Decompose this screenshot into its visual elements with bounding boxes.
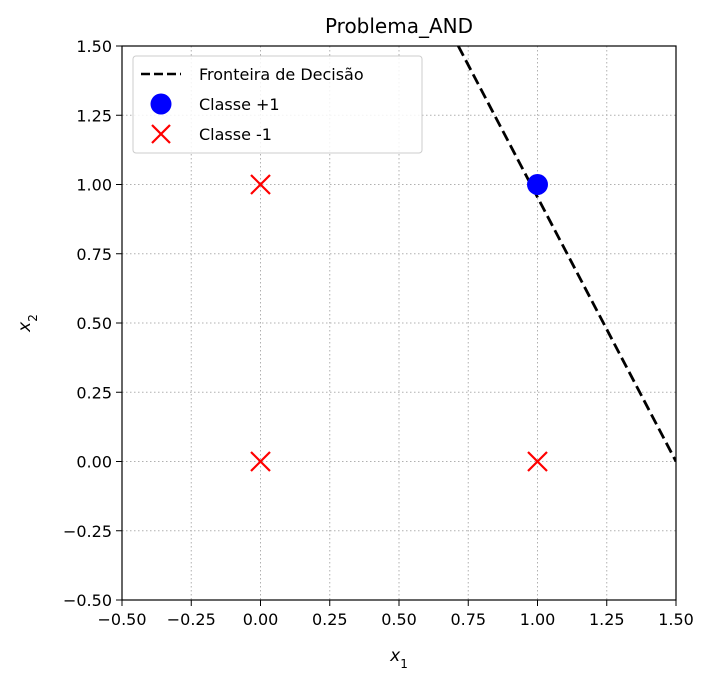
y-tick-label: −0.50 [63,591,112,610]
y-tick-label: 1.50 [76,37,112,56]
plot-content [250,46,676,472]
legend-box [132,55,423,154]
x-tick-label: 0.75 [450,610,486,629]
x-tick-label: −0.25 [167,610,216,629]
y-tick-label: 1.00 [76,176,112,195]
x-tick-label: 1.00 [520,610,556,629]
axis-ticks: −0.50 −0.25 0.00 0.25 0.50 0.75 1.00 1.25 1.50 −0… [63,37,694,629]
y-tick-label: 0.50 [76,314,112,333]
class-neg-point [250,174,271,195]
y-axis-label-main: x [15,321,35,333]
legend: Fronteira de Decisão Classe +1 Classe -1 [132,55,423,154]
y-axis-label: x2 [15,314,40,333]
x-axis-label-main: x [389,646,401,666]
class-neg-point-stroke [250,174,271,195]
x-tick-label: −0.50 [97,610,146,629]
class-neg-point-stroke [250,451,271,472]
x-tick-label: 1.50 [658,610,694,629]
y-tick-label: 0.75 [76,245,112,264]
y-tick-label: 0.00 [76,453,112,472]
x-tick-label: 1.25 [589,610,625,629]
class-neg-point-stroke [527,451,548,472]
y-tick-label: −0.25 [63,522,112,541]
x-axis-label-sub: 1 [400,657,408,671]
legend-x-swatch [151,124,171,144]
legend-label-boundary: Fronteira de Decisão [199,65,364,84]
legend-label-class-pos: Classe +1 [199,95,280,114]
class-neg-point [250,451,271,472]
class-pos-point [527,174,548,195]
x-tick-label: 0.50 [381,610,417,629]
x-tick-label: 0.00 [243,610,279,629]
y-axis-label-sub: 2 [26,314,40,322]
legend-circle-swatch [150,93,172,115]
decision-boundary-line [457,46,676,463]
chart-title: Problema_AND [325,14,473,38]
y-tick-label: 0.25 [76,383,112,402]
class-neg-point [527,451,548,472]
legend-label-class-neg: Classe -1 [199,125,272,144]
x-axis-label: x1 [389,646,408,671]
x-tick-label: 0.25 [312,610,348,629]
y-tick-label: 1.25 [76,106,112,125]
